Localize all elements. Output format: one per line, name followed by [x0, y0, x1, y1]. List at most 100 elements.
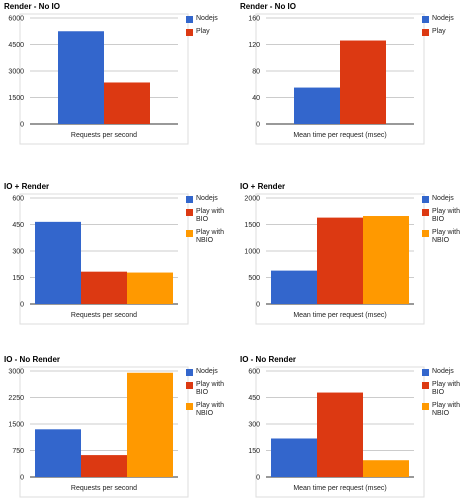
legend-item: Play — [422, 28, 469, 37]
x-axis-label: Requests per second — [71, 485, 137, 492]
legend-item: Play with NBIO — [186, 229, 234, 246]
chart-io-no-render-mean-time: IO - No Render 0 150 300 450 600 Mean time pe… — [236, 353, 466, 500]
legend-swatch — [422, 196, 429, 203]
legend-swatch — [422, 16, 429, 23]
y-tick-label: 1500 — [244, 222, 260, 229]
legend-item: Play with NBIO — [422, 229, 469, 246]
legend-label: Nodejs — [196, 15, 218, 22]
chart-legend: Nodejs Play with BIO Play with NBIO — [186, 368, 234, 423]
chart-plot: 0 500 1000 1500 2000 Mean time per request (m… — [244, 193, 425, 325]
legend-item: Play with NBIO — [422, 402, 469, 419]
legend-label: Play with BIO — [432, 207, 461, 224]
y-tick-label: 450 — [248, 395, 260, 402]
y-tick-label: 600 — [12, 196, 24, 203]
chart-title: IO + Render — [240, 182, 286, 191]
y-tick-label: 0 — [20, 475, 24, 482]
y-tick-label: 1000 — [244, 249, 260, 256]
chart-io-render-mean-time: IO + Render 0 500 1000 1500 2000 Mean time pe… — [236, 180, 466, 343]
plot-frame — [19, 366, 189, 498]
bar-nodejs — [58, 31, 104, 124]
legend-label: Play with BIO — [432, 380, 461, 397]
legend-swatch — [186, 16, 193, 23]
legend-swatch — [422, 369, 429, 376]
chart-plot: 0 1500 3000 4500 6000 Requests per second — [8, 13, 189, 145]
legend-label: Play with BIO — [196, 207, 225, 224]
chart-legend: Nodejs Play with BIO Play with NBIO — [422, 195, 469, 250]
legend-item: Play with BIO — [186, 381, 234, 398]
y-tick-label: 120 — [248, 42, 260, 49]
chart-io-render-requests: IO + Render 0 150 300 450 600 Requests per se… — [0, 180, 230, 343]
legend-item: Nodejs — [186, 368, 234, 377]
legend-swatch — [422, 229, 429, 237]
y-tick-label: 0 — [256, 475, 260, 482]
bar-play — [104, 82, 150, 124]
legend-item: Play with BIO — [186, 208, 234, 225]
bar-play-with-nbio — [127, 372, 173, 477]
chart-legend: Nodejs Play with BIO Play with NBIO — [186, 195, 234, 250]
y-tick-label: 2250 — [8, 395, 24, 402]
x-axis-label: Mean time per request (msec) — [293, 485, 386, 492]
bar-nodejs — [271, 438, 317, 477]
y-tick-label: 6000 — [8, 16, 24, 23]
plot-frame — [19, 193, 189, 325]
chart-title: IO - No Render — [4, 355, 61, 364]
plot-frame — [19, 13, 189, 145]
legend-label: Play with NBIO — [432, 228, 461, 245]
x-axis-label: Requests per second — [71, 312, 137, 319]
chart-legend: Nodejs Play with BIO Play with NBIO — [422, 368, 469, 423]
legend-item: Play — [186, 28, 234, 37]
legend-item: Nodejs — [422, 195, 469, 204]
chart-legend: Nodejs Play — [186, 15, 234, 40]
legend-item: Nodejs — [422, 15, 469, 24]
y-tick-label: 450 — [12, 222, 24, 229]
y-tick-label: 0 — [20, 122, 24, 129]
bar-play-with-bio — [317, 392, 363, 477]
legend-label: Nodejs — [432, 195, 454, 202]
chart-title: Render - No IO — [240, 2, 297, 11]
legend-swatch — [186, 381, 193, 389]
legend-swatch — [186, 208, 193, 216]
legend-label: Play — [196, 27, 210, 35]
bar-play-with-nbio — [363, 460, 409, 477]
y-tick-label: 2000 — [244, 196, 260, 203]
y-tick-label: 160 — [248, 16, 260, 23]
chart-plot: 0 150 300 450 600 Mean time per request (msec… — [248, 366, 425, 498]
y-tick-label: 0 — [256, 302, 260, 309]
bar-nodejs — [294, 87, 340, 124]
chart-render-no-io-mean-time: Render - No IO 0 40 80 120 160 Mean time per … — [236, 0, 466, 163]
legend-item: Nodejs — [186, 15, 234, 24]
legend-label: Play with NBIO — [196, 228, 225, 245]
legend-item: Nodejs — [186, 195, 234, 204]
y-tick-label: 40 — [252, 95, 260, 102]
chart-plot: 0 40 80 120 160 Mean time per request (msec) — [248, 13, 425, 145]
legend-label: Play with NBIO — [432, 401, 461, 418]
y-tick-label: 500 — [248, 275, 260, 282]
legend-swatch — [422, 381, 429, 389]
legend-label: Nodejs — [196, 195, 218, 202]
legend-swatch — [186, 402, 193, 410]
bar-play-with-bio — [317, 217, 363, 304]
bar-nodejs — [35, 221, 81, 304]
y-tick-label: 150 — [12, 275, 24, 282]
bar-play-with-nbio — [363, 216, 409, 304]
legend-swatch — [186, 28, 193, 36]
chart-plot: 0 750 1500 2250 3000 Requests per second — [8, 366, 189, 498]
bar-nodejs — [35, 429, 81, 477]
y-tick-label: 3000 — [8, 69, 24, 76]
y-tick-label: 750 — [12, 448, 24, 455]
legend-swatch — [422, 28, 429, 36]
chart-render-no-io-requests: Render - No IO 0 1500 3000 4500 6000 Requests… — [0, 0, 230, 163]
y-tick-label: 3000 — [8, 369, 24, 376]
legend-label: Nodejs — [432, 368, 454, 375]
chart-plot: 0 150 300 450 600 Requests per second — [12, 193, 189, 325]
x-axis-label: Mean time per request (msec) — [293, 132, 386, 139]
bar-play-with-nbio — [127, 272, 173, 304]
y-tick-label: 300 — [248, 422, 260, 429]
legend-label: Nodejs — [432, 15, 454, 22]
legend-swatch — [422, 208, 429, 216]
chart-io-no-render-requests: IO - No Render 0 750 1500 2250 3000 Requests … — [0, 353, 230, 500]
legend-item: Nodejs — [422, 368, 469, 377]
y-tick-label: 4500 — [8, 42, 24, 49]
y-tick-label: 600 — [248, 369, 260, 376]
y-tick-label: 300 — [12, 249, 24, 256]
